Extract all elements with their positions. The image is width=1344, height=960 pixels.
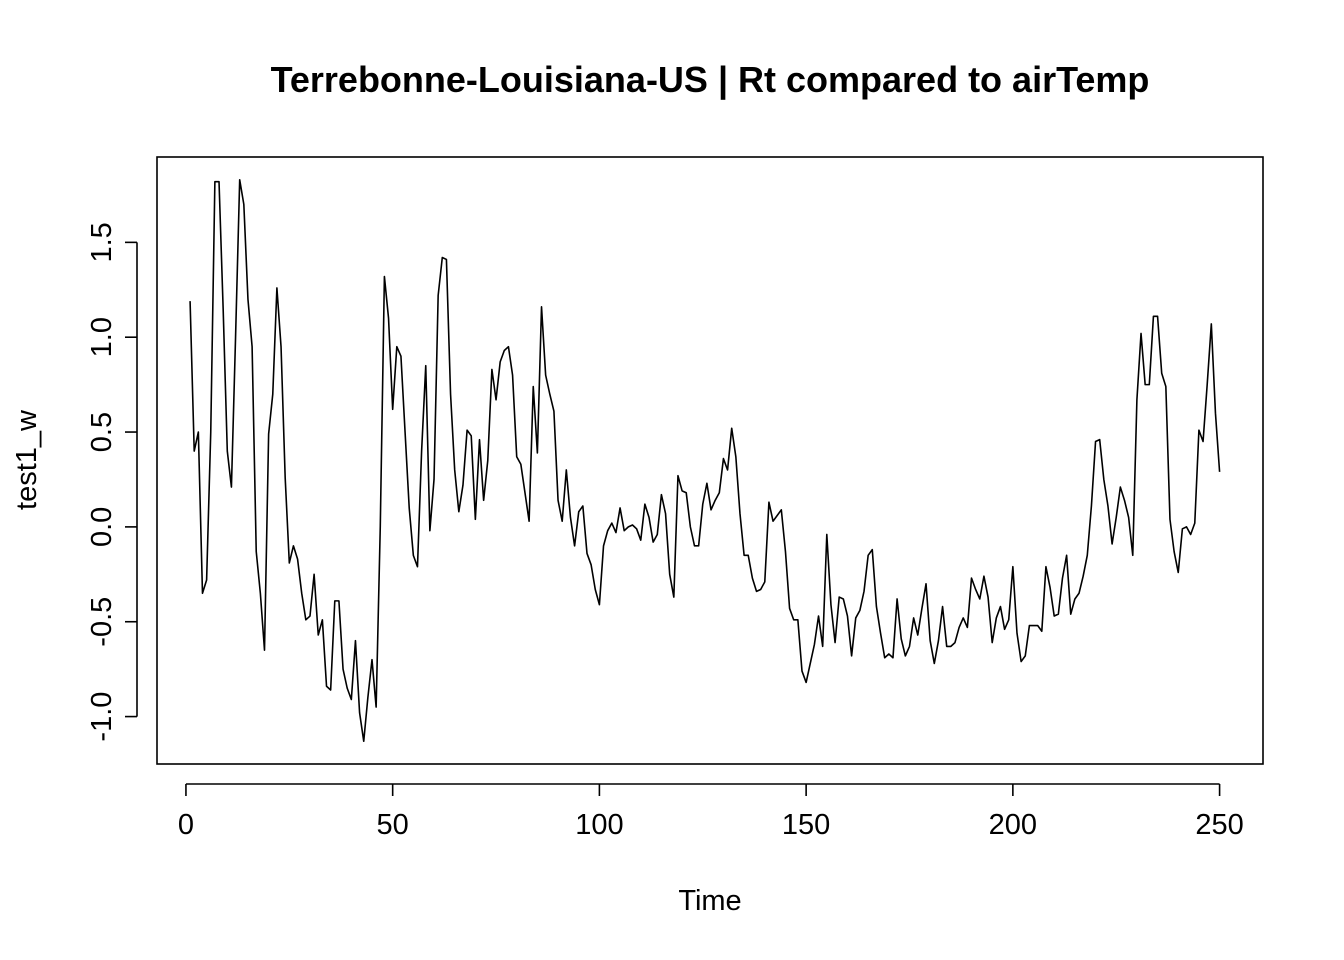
chart-title: Terrebonne-Louisiana-US | Rt compared to… xyxy=(271,59,1150,101)
y-axis: -1.0 -0.5 0.0 0.5 1.0 1.5 xyxy=(86,222,138,742)
x-axis: 0 50 100 150 200 250 xyxy=(178,783,1244,841)
x-tick-label: 50 xyxy=(377,809,409,841)
y-tick-label: 0.5 xyxy=(86,412,118,452)
x-tick-label: 250 xyxy=(1195,809,1243,841)
x-tick-label: 100 xyxy=(575,809,623,841)
x-axis-label: Time xyxy=(678,885,741,917)
plot-frame xyxy=(156,156,1264,765)
y-tick-label: 1.0 xyxy=(86,317,118,357)
series-line xyxy=(189,178,1221,743)
x-tick-label: 0 xyxy=(178,809,194,841)
x-tick-label: 150 xyxy=(782,809,830,841)
y-tick-label: 1.5 xyxy=(86,222,118,262)
y-tick-label: -0.5 xyxy=(86,597,118,647)
y-axis-label: test1_w xyxy=(11,409,43,510)
y-tick-label: 0.0 xyxy=(86,507,118,547)
x-tick-label: 200 xyxy=(989,809,1037,841)
y-tick-label: -1.0 xyxy=(86,692,118,742)
